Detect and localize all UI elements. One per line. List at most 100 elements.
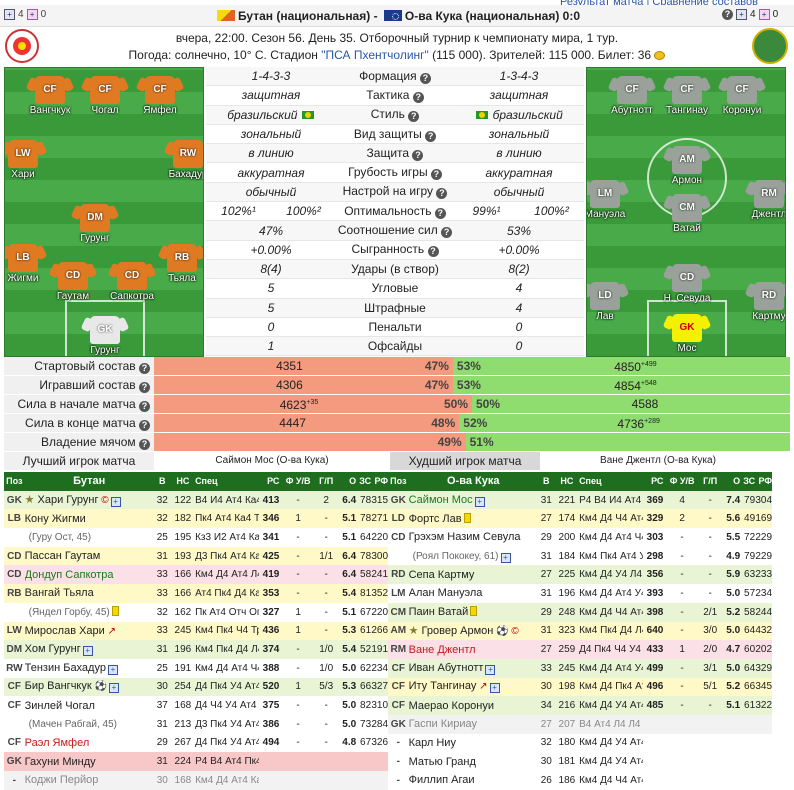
help-icon[interactable]: ? xyxy=(425,130,437,142)
stadium-link[interactable]: "ПСА Пхентчолинг" xyxy=(321,48,429,62)
plus-icon[interactable]: + xyxy=(500,552,511,563)
player-link[interactable]: Матью Гранд xyxy=(408,755,476,768)
column-header[interactable]: НС xyxy=(560,476,574,487)
column-header[interactable]: РС xyxy=(651,476,664,487)
pitch-player[interactable]: CF Тангинау xyxy=(657,76,717,116)
pitch-player[interactable]: CF Вангчкук xyxy=(20,76,80,116)
player-link[interactable]: Иту Тангинау xyxy=(408,680,477,693)
column-header[interactable]: РФ xyxy=(374,476,389,487)
player-link[interactable]: Грэхэм Назим Севула xyxy=(408,531,521,544)
plus-icon[interactable]: + xyxy=(110,497,121,508)
player-link[interactable]: (Гуру Ост, 45) xyxy=(28,532,92,544)
player-link[interactable]: Тензин Бахадур xyxy=(24,661,106,674)
pitch-player[interactable]: CM Ватай xyxy=(657,194,717,234)
player-link[interactable]: Гаспи Кириау xyxy=(408,718,478,731)
pitch-player[interactable]: CD Сапкотра xyxy=(102,262,162,302)
player-link[interactable]: Паин Ватай xyxy=(408,606,469,619)
player-link[interactable]: Пассан Гаутам xyxy=(24,550,101,563)
player-link[interactable]: Ване Джентл xyxy=(408,643,476,656)
column-header[interactable]: Поз xyxy=(6,476,23,487)
column-header[interactable]: Спец xyxy=(195,476,218,487)
player-link[interactable]: Гахуни Минду xyxy=(24,755,96,768)
column-header[interactable]: О-ва Кука xyxy=(447,475,500,488)
player-link[interactable]: Хом Гурунг xyxy=(24,643,81,656)
pitch-player[interactable]: LB Жигми xyxy=(5,244,53,284)
player-link[interactable]: (Яндел Горбу, 45) xyxy=(28,607,110,619)
player-link[interactable]: Вангай Тьяла xyxy=(24,587,94,600)
away-team-link[interactable]: О-ва Кука (национальная) xyxy=(404,9,560,23)
column-header[interactable]: ЗС xyxy=(359,476,372,487)
column-header[interactable]: Г/П xyxy=(703,476,718,487)
player-link[interactable]: Коджи Перйор xyxy=(24,774,99,787)
help-icon[interactable]: ? xyxy=(441,227,453,239)
player-link[interactable]: Хари Гурунг xyxy=(37,494,99,507)
pitch-player[interactable]: RM Джентл xyxy=(739,180,785,220)
help-icon[interactable]: ? xyxy=(427,246,439,258)
player-link[interactable]: Бир Вангчкук xyxy=(24,680,92,693)
player-link[interactable]: Саймон Мос xyxy=(408,493,473,506)
help-icon[interactable]: ? xyxy=(139,401,150,412)
away-team-logo[interactable] xyxy=(752,28,788,64)
pitch-player[interactable]: LD Лав xyxy=(587,282,635,322)
best-player-name[interactable]: Саймон Мос (О-ва Кука) xyxy=(215,455,329,466)
player-link[interactable]: Алан Мануэла xyxy=(408,587,483,600)
help-icon[interactable]: ? xyxy=(139,382,150,393)
column-header[interactable]: РС xyxy=(267,476,280,487)
column-header[interactable]: Ф У/В xyxy=(669,476,695,487)
result-links[interactable]: Результат матча | Сравнение составов xyxy=(560,0,758,8)
plus-icon[interactable]: + xyxy=(489,683,500,694)
plus-icon[interactable]: + xyxy=(474,496,485,507)
column-header[interactable]: Ф У/В xyxy=(285,476,311,487)
help-icon[interactable]: ? xyxy=(139,439,150,450)
column-header[interactable]: Поз xyxy=(390,476,407,487)
player-link[interactable]: Сепа Картму xyxy=(408,568,475,581)
player-link[interactable]: Фортс Лав xyxy=(408,512,462,525)
pitch-player[interactable]: LM Мануэла xyxy=(587,180,635,220)
help-icon[interactable]: ? xyxy=(408,111,420,123)
help-icon[interactable]: ? xyxy=(434,207,446,219)
pitch-player[interactable]: CF Абутнотт xyxy=(602,76,662,116)
player-link[interactable]: Раэл Ямфел xyxy=(24,736,90,749)
plus-icon[interactable]: + xyxy=(107,664,118,675)
help-icon[interactable]: ? xyxy=(430,169,442,181)
player-link[interactable]: Мирослав Хари xyxy=(24,624,105,637)
plus-icon[interactable]: + xyxy=(82,646,93,657)
help-icon[interactable]: ? xyxy=(412,91,424,103)
player-link[interactable]: Гровер Армон xyxy=(421,625,494,638)
column-header[interactable]: Бутан xyxy=(73,475,106,488)
pitch-player[interactable]: CD Н. Севула xyxy=(657,264,717,304)
player-link[interactable]: (Мачен Рабгай, 45) xyxy=(28,719,118,731)
player-link[interactable]: Кону Жигми xyxy=(24,512,86,525)
pitch-player[interactable]: CF Ямфел xyxy=(130,76,190,116)
column-header[interactable]: В xyxy=(159,476,166,487)
plus-icon[interactable]: + xyxy=(108,683,119,694)
home-team-link[interactable]: Бутан (национальная) xyxy=(237,9,371,23)
pitch-player[interactable]: AM Армон xyxy=(657,146,717,186)
player-link[interactable]: Маерао Коронуи xyxy=(408,699,495,712)
help-icon[interactable]: ? xyxy=(139,420,150,431)
help-icon[interactable]: ? xyxy=(412,149,424,161)
player-link[interactable]: (Роял Пококеу, 61) xyxy=(412,550,499,562)
pitch-player[interactable]: GK Мос xyxy=(657,314,717,354)
pitch-player[interactable]: CF Чогал xyxy=(75,76,135,116)
pitch-player[interactable]: CF Коронуи xyxy=(712,76,772,116)
help-icon[interactable]: ? xyxy=(139,363,150,374)
player-link[interactable]: Дондуп Сапкотра xyxy=(24,568,114,581)
player-link[interactable]: Карл Ниу xyxy=(408,736,456,749)
column-header[interactable]: НС xyxy=(176,476,190,487)
pitch-player[interactable]: GK Гурунг xyxy=(75,316,135,356)
plus-icon[interactable]: + xyxy=(485,664,496,675)
column-header[interactable]: ЗС xyxy=(743,476,756,487)
pitch-player[interactable]: DM Гурунг xyxy=(65,204,125,244)
player-link[interactable]: Зинлей Чогал xyxy=(24,699,95,712)
column-header[interactable]: РФ xyxy=(758,476,773,487)
pitch-player[interactable]: RB Тьяла xyxy=(152,244,203,284)
worst-player-name[interactable]: Ване Джентл (О-ва Кука) xyxy=(600,455,716,466)
help-icon[interactable]: ? xyxy=(722,9,733,20)
pitch-player[interactable]: CD Гаутам xyxy=(43,262,103,302)
help-icon[interactable]: ? xyxy=(419,72,431,84)
home-team-logo[interactable] xyxy=(4,28,40,64)
column-header[interactable]: Спец xyxy=(579,476,602,487)
pitch-player[interactable]: RW Бахадур xyxy=(158,140,203,180)
player-link[interactable]: Филлип Агаи xyxy=(408,774,475,787)
